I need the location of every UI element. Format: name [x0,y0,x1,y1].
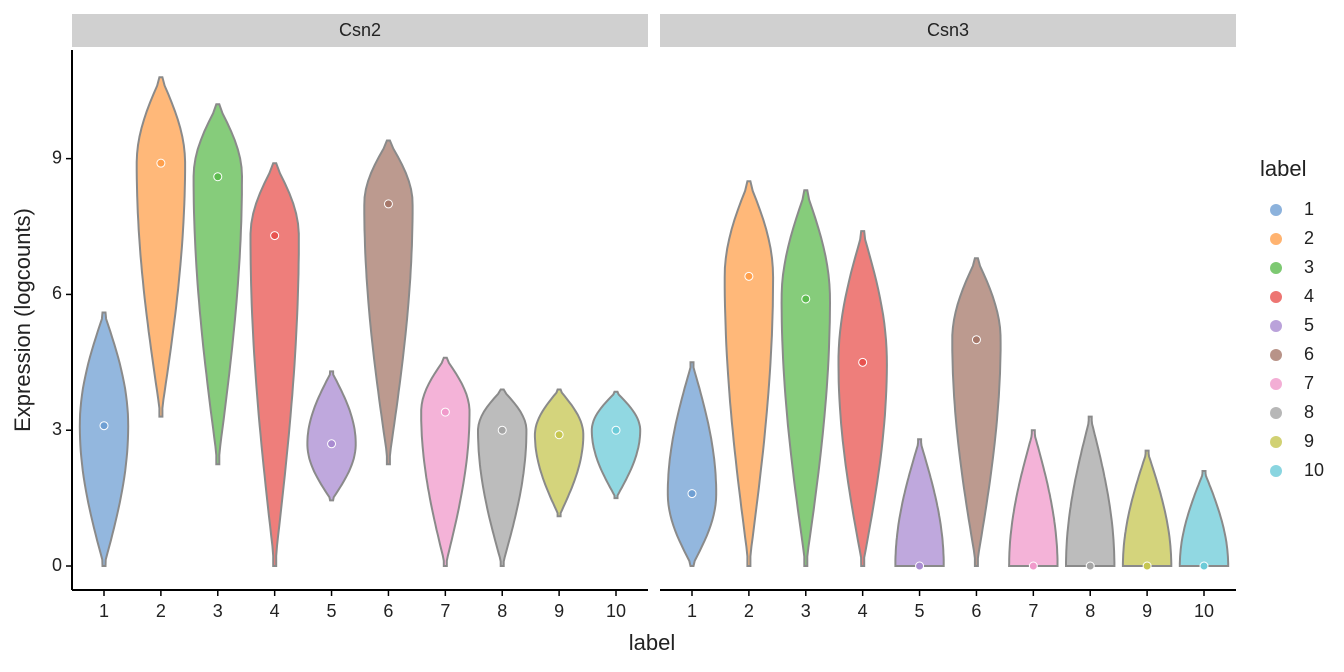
violin [1008,429,1059,567]
legend-swatch [1270,204,1282,216]
x-tick-label: 6 [971,601,981,621]
violin [420,356,471,567]
x-tick-label: 1 [99,601,109,621]
x-tick-label: 1 [687,601,697,621]
x-tick-label: 10 [1194,601,1214,621]
median-point [611,425,621,435]
violin [723,180,775,567]
violin [192,103,244,466]
violin [1178,470,1230,567]
legend-swatch [1270,233,1282,245]
legend-swatch [1270,436,1282,448]
legend-label: 6 [1304,344,1314,364]
x-tick-label: 7 [1028,601,1038,621]
legend-label: 3 [1304,257,1314,277]
violin [894,438,945,567]
violin [1121,449,1173,567]
violin [78,311,130,567]
violin [249,162,300,567]
x-tick-label: 4 [270,601,280,621]
x-tick-label: 8 [497,601,507,621]
median-point [383,199,393,209]
legend-title: label [1260,156,1306,181]
legend-swatch [1270,291,1282,303]
legend-swatch [1270,262,1282,274]
x-tick-label: 9 [554,601,564,621]
median-point [858,357,868,367]
median-point [1028,561,1038,571]
y-tick-label: 6 [52,283,62,303]
median-point [971,335,981,345]
violin [666,361,718,567]
x-axis-label: label [629,630,675,655]
violin [837,230,888,567]
x-tick-label: 5 [915,601,925,621]
median-point [1085,561,1095,571]
median-point [915,561,925,571]
legend-label: 5 [1304,315,1314,335]
x-tick-label: 6 [383,601,393,621]
violin [533,388,585,518]
median-point [554,430,564,440]
median-point [687,489,697,499]
violin [477,388,528,567]
legend-label: 10 [1304,460,1324,480]
median-point [99,421,109,431]
legend-label: 9 [1304,431,1314,451]
y-tick-label: 3 [52,419,62,439]
y-axis-label: Expression (logcounts) [10,208,35,432]
legend-label: 7 [1304,373,1314,393]
x-tick-label: 7 [440,601,450,621]
x-tick-label: 4 [858,601,868,621]
x-tick-label: 3 [801,601,811,621]
strip [660,14,1236,47]
legend-swatch [1270,407,1282,419]
median-point [497,425,507,435]
x-tick-label: 2 [156,601,166,621]
x-tick-label: 10 [606,601,626,621]
median-point [1199,561,1209,571]
legend-swatch [1270,320,1282,332]
y-tick-label: 9 [52,147,62,167]
legend-swatch [1270,378,1282,390]
median-point [1142,561,1152,571]
x-tick-label: 3 [213,601,223,621]
violin [780,189,832,567]
legend-label: 2 [1304,228,1314,248]
median-point [440,407,450,417]
violin [306,370,357,502]
panel-title: Csn2 [339,20,381,40]
violin [1065,415,1116,567]
median-point [744,271,754,281]
median-point [270,231,280,241]
violin [590,390,642,500]
x-tick-label: 9 [1142,601,1152,621]
median-point [327,439,337,449]
legend-label: 4 [1304,286,1314,306]
x-tick-label: 8 [1085,601,1095,621]
legend-swatch [1270,349,1282,361]
strip [72,14,648,47]
median-point [213,172,223,182]
median-point [156,158,166,168]
legend-label: 1 [1304,199,1314,219]
violin [951,257,1002,567]
legend-label: 8 [1304,402,1314,422]
x-tick-label: 2 [744,601,754,621]
x-tick-label: 5 [327,601,337,621]
legend-swatch [1270,465,1282,477]
median-point [801,294,811,304]
violin [363,139,414,466]
y-tick-label: 0 [52,555,62,575]
panel-title: Csn3 [927,20,969,40]
violin [135,76,187,418]
